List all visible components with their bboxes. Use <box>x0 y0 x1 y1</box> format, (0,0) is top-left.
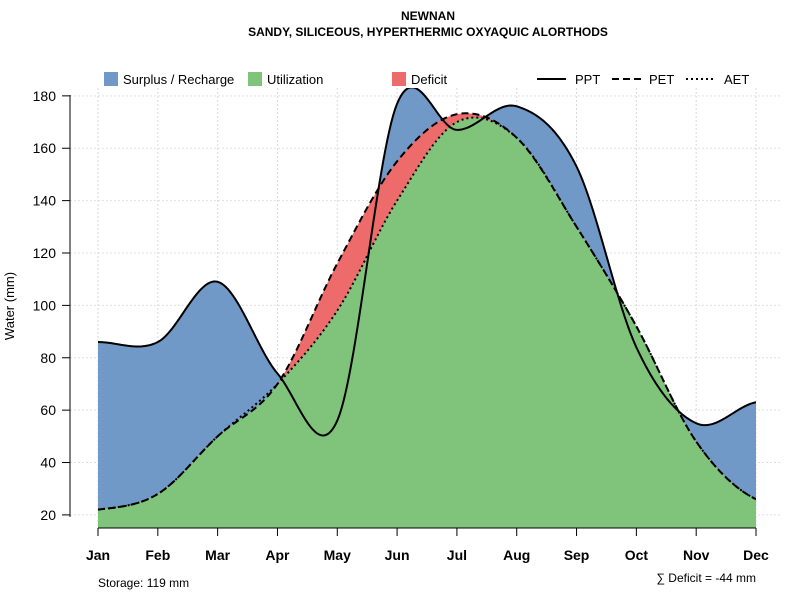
legend-swatch-deficit <box>392 72 406 86</box>
series-line-ppt <box>98 88 756 437</box>
legend-label-ppt: PPT <box>575 72 600 87</box>
x-tick-label-jun: Jun <box>385 547 410 563</box>
y-tick-label-100: 100 <box>33 297 57 313</box>
area-fills <box>98 88 756 528</box>
x-tick-label-dec: Dec <box>743 547 769 563</box>
series-line-aet <box>98 116 756 511</box>
y-tick-label-180: 180 <box>33 88 57 104</box>
y-tick-label-140: 140 <box>33 193 57 209</box>
storage-text: Storage: 119 mm <box>98 576 189 590</box>
x-tick-label-jan: Jan <box>86 547 110 563</box>
legend-label-deficit: Deficit <box>411 72 448 87</box>
series-line-pet <box>98 112 756 511</box>
series-lines <box>98 88 756 511</box>
x-ticks: Jan Feb Mar Apr May Jun Jul Aug Sep Oct Nov Dec <box>86 528 769 563</box>
y-tick-label-60: 60 <box>40 402 56 418</box>
x-tick-label-sep: Sep <box>564 547 590 563</box>
y-tick-label-120: 120 <box>33 245 57 261</box>
legend-label-pet: PET <box>649 72 674 87</box>
x-tick-label-aug: Aug <box>503 547 530 563</box>
x-tick-label-mar: Mar <box>205 547 230 563</box>
legend-label-aet: AET <box>724 72 749 87</box>
y-tick-label-20: 20 <box>40 507 56 523</box>
legend-swatch-utilization <box>248 72 262 86</box>
deficit-text: ∑ Deficit = -44 mm <box>656 571 756 585</box>
surplus-area-upper <box>98 88 756 510</box>
axes <box>69 95 756 529</box>
y-tick-label-80: 80 <box>40 350 56 366</box>
chart-title: NEWNAN <box>401 9 455 23</box>
x-tick-label-jul: Jul <box>447 547 467 563</box>
legend: Surplus / Recharge Utilization Deficit P… <box>104 72 749 87</box>
x-tick-label-apr: Apr <box>265 547 290 563</box>
utilization-area <box>98 117 756 528</box>
chart-subtitle: SANDY, SILICEOUS, HYPERTHERMIC OXYAQUIC … <box>248 25 608 39</box>
y-axis-label: Water (mm) <box>2 272 17 340</box>
x-tick-label-oct: Oct <box>625 547 649 563</box>
y-tick-label-160: 160 <box>33 140 57 156</box>
x-tick-label-nov: Nov <box>683 547 710 563</box>
y-ticks: 20 40 60 80 100 120 140 160 180 <box>33 88 70 523</box>
legend-label-utilization: Utilization <box>267 72 323 87</box>
x-tick-label-feb: Feb <box>145 547 170 563</box>
x-tick-label-may: May <box>324 547 351 563</box>
y-tick-label-40: 40 <box>40 455 56 471</box>
legend-label-surplus: Surplus / Recharge <box>123 72 234 87</box>
legend-swatch-surplus <box>104 72 118 86</box>
